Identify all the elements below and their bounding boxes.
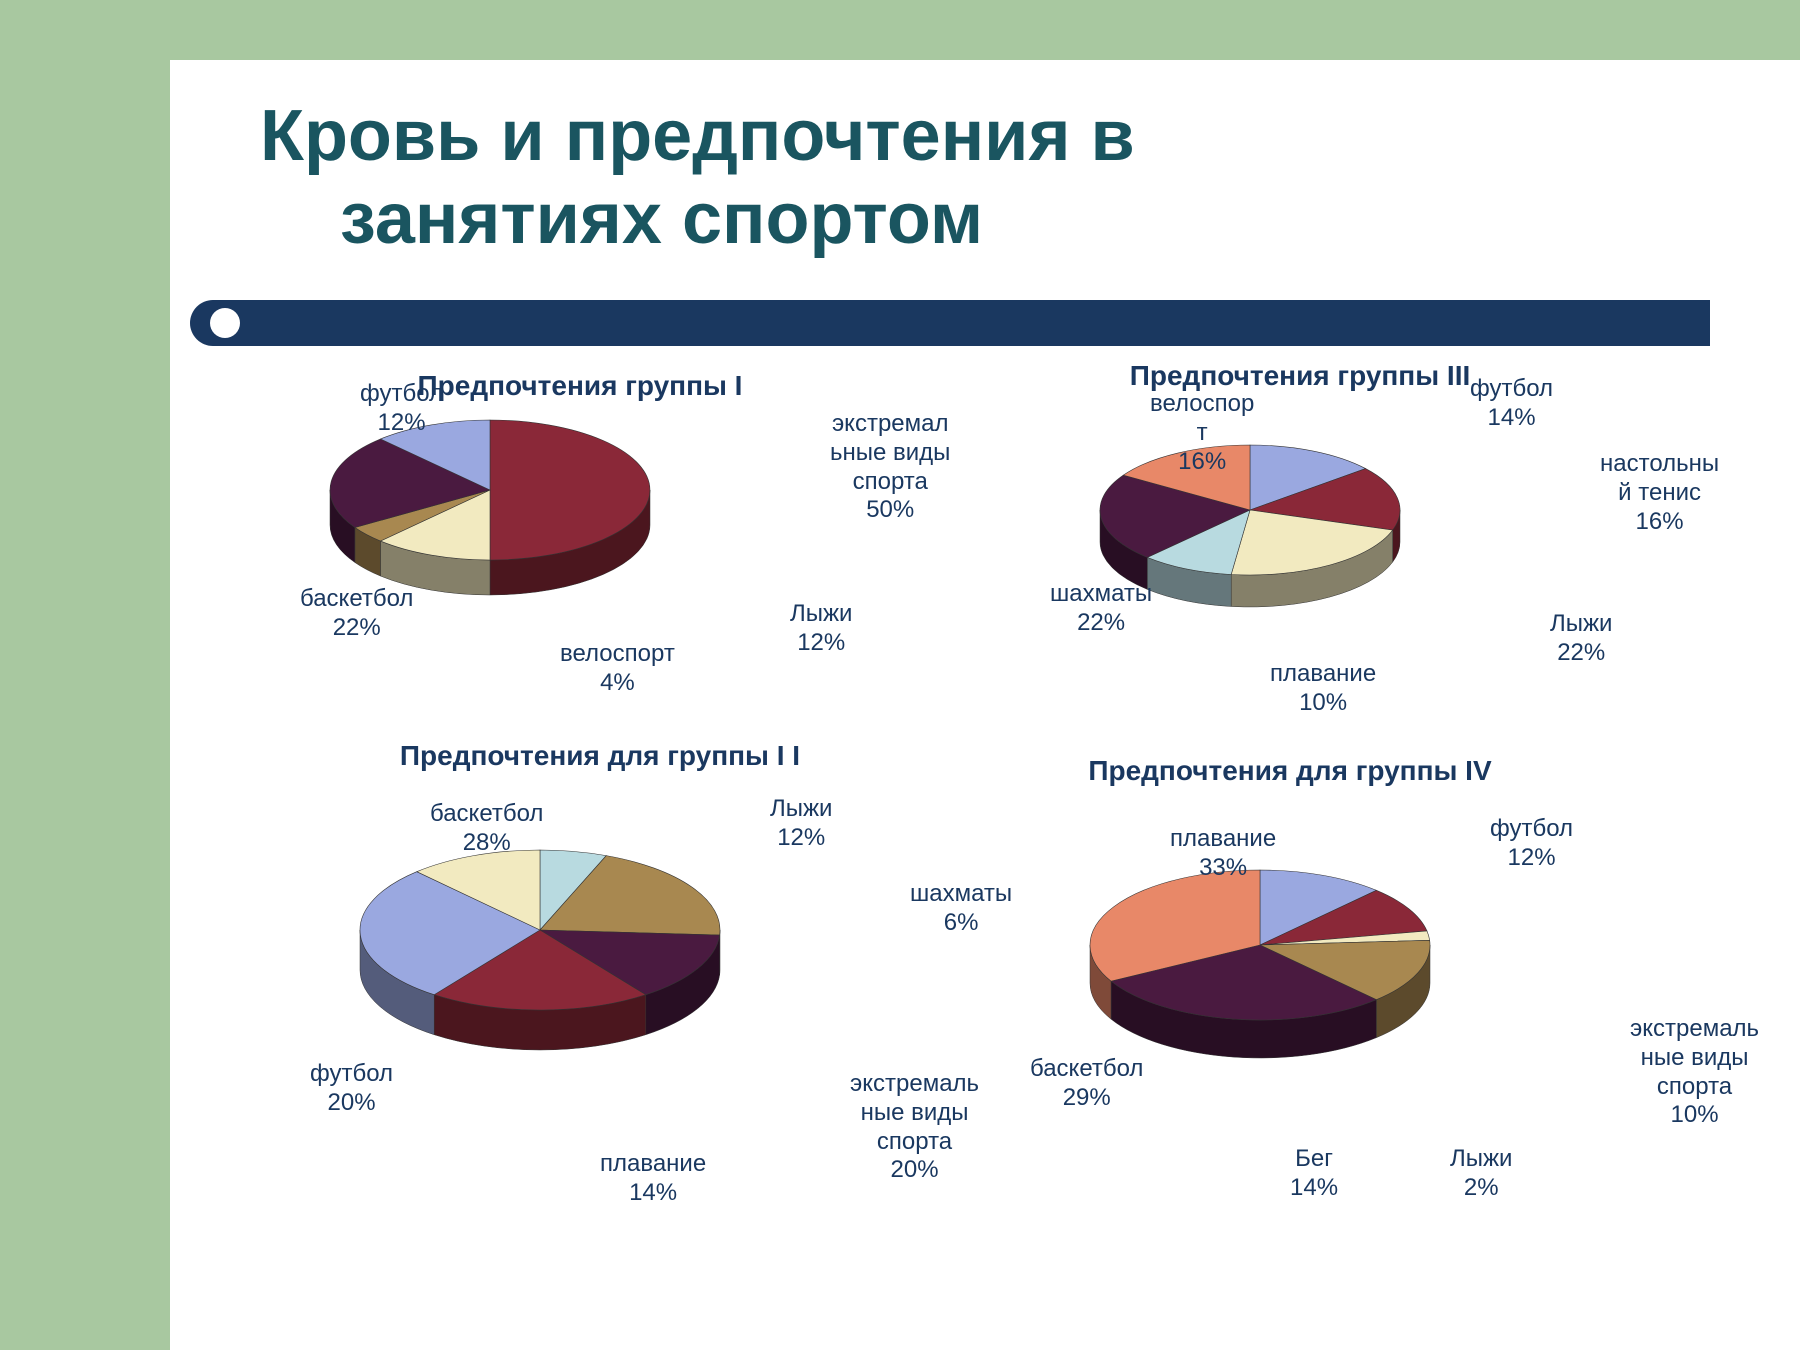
pie-g4: [1080, 860, 1440, 1073]
divider-bar: [190, 300, 1710, 346]
chart-title-g2: Предпочтения для группы I I: [350, 740, 850, 772]
title-line2: занятиях спортом: [340, 178, 1660, 261]
pie-label-g3-5: шахматы 22%: [1050, 580, 1152, 638]
pie-label-g4-3: Лыжи 2%: [1450, 1145, 1512, 1203]
pie-label-g4-5: баскетбол 29%: [1030, 1055, 1143, 1113]
pie-label-g3-0: велоспор т 16%: [1150, 390, 1254, 476]
pie-label-g1-2: Лыжи 12%: [790, 600, 852, 658]
pie-label-g2-3: экстремаль ные виды спорта 20%: [850, 1070, 979, 1185]
pie-label-g2-5: футбол 20%: [310, 1060, 393, 1118]
pie-label-g4-0: плавание 33%: [1170, 825, 1276, 883]
chart-title-g4: Предпочтения для группы IV: [1040, 755, 1540, 787]
pie-label-g4-2: экстремаль ные виды спорта 10%: [1630, 1015, 1759, 1130]
pie-label-g3-3: Лыжи 22%: [1550, 610, 1612, 668]
pie-g2: [350, 840, 730, 1065]
pie-label-g2-4: плавание 14%: [600, 1150, 706, 1208]
pie-label-g2-2: шахматы 6%: [910, 880, 1012, 938]
charts-region: Предпочтения группы Iфутбол 12%экстремал…: [200, 370, 1760, 1310]
frame-top: [0, 0, 1800, 60]
title-line1: Кровь и предпочтения в: [260, 95, 1660, 178]
pie-label-g1-3: велоспорт 4%: [560, 640, 675, 698]
pie-label-g2-1: Лыжи 12%: [770, 795, 832, 853]
pie-label-g2-0: баскетбол 28%: [430, 800, 543, 858]
pie-label-g3-1: футбол 14%: [1470, 375, 1553, 433]
pie-label-g3-4: плавание 10%: [1270, 660, 1376, 718]
pie-label-g3-2: настольны й тенис 16%: [1600, 450, 1719, 536]
slide-title: Кровь и предпочтения в занятиях спортом: [260, 95, 1660, 261]
frame-left: [0, 0, 170, 1350]
pie-label-g1-1: экстремал ьные виды спорта 50%: [830, 410, 950, 525]
pie-label-g4-1: футбол 12%: [1490, 815, 1573, 873]
pie-g1: [320, 410, 660, 610]
pie-label-g1-4: баскетбол 22%: [300, 585, 413, 643]
pie-label-g1-0: футбол 12%: [360, 380, 443, 438]
pie-label-g4-4: Бег 14%: [1290, 1145, 1338, 1203]
divider-dot: [210, 308, 240, 338]
